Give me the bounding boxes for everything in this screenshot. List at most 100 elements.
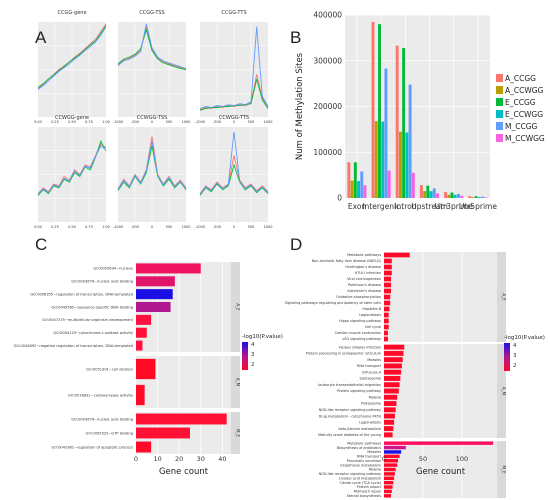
- bar: [384, 401, 397, 406]
- bar: [136, 276, 175, 287]
- facet-strip-label: A_M: [236, 378, 241, 387]
- bar: [384, 264, 392, 270]
- term-label: GO:0003676~nucleic acid binding: [71, 280, 133, 284]
- x-tick-label: 1000: [182, 120, 191, 124]
- bar: [398, 131, 402, 198]
- x-tick-label: -1000: [195, 225, 205, 229]
- series-line: [199, 131, 269, 195]
- term-label: Malaria: [369, 395, 381, 399]
- term-label: RNA transport: [357, 455, 382, 459]
- bar: [384, 376, 401, 381]
- term-label: Huntington's disease: [345, 265, 381, 269]
- facet: A_E GO:0005634~nucleus GO:0003676~nucleic …: [14, 262, 241, 352]
- term-label: Influenza A: [362, 370, 382, 374]
- bar: [384, 413, 395, 419]
- bar: [136, 301, 171, 313]
- x-tick-label: 0: [233, 225, 235, 229]
- facet-strip: [231, 412, 240, 454]
- bar: [384, 68, 388, 198]
- bar: [384, 394, 398, 400]
- bar: [468, 196, 472, 198]
- term-label: Linoleic acid metabolism: [339, 476, 382, 480]
- x-tick-label: Intron: [394, 202, 416, 211]
- series-line: [37, 25, 107, 88]
- bar: [450, 192, 454, 198]
- term-label: Metabolic pathways: [347, 441, 381, 445]
- bar: [384, 441, 494, 445]
- x-tick-label: 500: [166, 120, 173, 124]
- legend-swatch: [496, 122, 503, 130]
- term-label: Measles: [367, 358, 381, 362]
- subplot-title: CCGG-gene: [57, 10, 86, 16]
- term-label: Protein signaling pathway: [337, 389, 381, 393]
- bar: [357, 181, 361, 198]
- panel-label-b: B: [290, 28, 301, 47]
- term-label: RNA transport: [357, 364, 382, 368]
- term-label: Mismatch repair: [354, 490, 382, 494]
- bar: [384, 344, 405, 350]
- term-label: Legionellosis: [359, 313, 381, 317]
- legend-label: A_CCGG: [505, 74, 536, 83]
- bar: [384, 476, 395, 480]
- line-subplot: CCGG-TTS -1000 -500 0 500 1000: [195, 10, 273, 124]
- term-label: Non-alcoholic fatty liver disease (NAFLD…: [312, 259, 382, 263]
- bar: [384, 270, 392, 276]
- bar: [402, 47, 406, 198]
- series-line: [199, 26, 269, 109]
- x-tick-label: 0.25: [51, 225, 59, 229]
- bar: [436, 193, 439, 198]
- x-tick-label: Exon: [348, 202, 367, 211]
- term-label: NOD-like receptor signaling pathway: [319, 408, 381, 412]
- term-label: Metabolic pathways: [347, 253, 381, 257]
- bar: [384, 357, 403, 363]
- term-label: Pancreatic secretion: [347, 459, 381, 463]
- bar: [411, 172, 415, 198]
- subplot-title: CCWGG-gene: [55, 115, 89, 121]
- term-label: Steroid biosynthesis: [347, 494, 381, 498]
- facet-background: [384, 441, 497, 498]
- term-label: GO:0045892~negative regulation of transc…: [14, 344, 133, 348]
- bar: [432, 188, 436, 198]
- legend-label: M_CCGG: [505, 122, 538, 131]
- bar: [136, 314, 152, 325]
- term-label: Citrate cycle (TCA cycle): [340, 481, 382, 485]
- facet: M_E GO:0003676~nucleic acid binding GO:000…: [51, 412, 241, 454]
- x-tick-label: Upstream: [411, 202, 448, 211]
- facet-strip: [231, 262, 240, 352]
- bar: [381, 121, 385, 198]
- facet-strip-label: M_E: [236, 429, 241, 437]
- legend-tick-label: 2: [251, 362, 255, 368]
- term-label: Leukocyte transendothelial migration: [318, 383, 381, 387]
- legend-label: A_CCWGG: [505, 86, 544, 95]
- term-label: Proteasome: [361, 402, 381, 406]
- term-label: Viral carcinogenesis: [347, 277, 381, 281]
- bar: [360, 171, 364, 198]
- line-subplot: CCGG-TSS -1000 -500 0 500 1000: [113, 10, 191, 124]
- term-label: GO:0005525~GTP binding: [86, 431, 133, 435]
- bar: [136, 327, 147, 338]
- x-tick-label: -500: [131, 120, 139, 124]
- line-subplot: CCWGG-TTS -1000 -500 0 500 1000: [195, 115, 273, 229]
- x-tick-label: 0: [151, 225, 153, 229]
- x-tick-label: 0: [134, 455, 138, 463]
- x-tick-label: 0: [382, 455, 386, 463]
- x-tick-label: -1000: [113, 120, 123, 124]
- subplot-title: CCGG-TTS: [221, 10, 246, 16]
- term-label: Drug metabolism - cytochrome P450: [319, 414, 381, 418]
- bar: [456, 193, 460, 198]
- term-label: Cardiac muscle contraction: [335, 331, 381, 335]
- term-label: GO:0016831~carboxy-lyase activity: [68, 393, 134, 397]
- term-label: HTLV-I infection: [355, 271, 381, 275]
- bar: [384, 454, 400, 459]
- panel-label-d: D: [290, 235, 302, 254]
- term-label: Malaria: [369, 468, 381, 472]
- y-tick-label: 0: [337, 194, 342, 203]
- term-label: Measles: [367, 450, 381, 454]
- bar: [384, 489, 392, 494]
- legend-swatch: [496, 86, 503, 94]
- x-tick-label: 1000: [264, 225, 273, 229]
- x-tick-label: 1000: [264, 120, 273, 124]
- facet-strip-label: A_E: [502, 293, 507, 301]
- bar: [384, 282, 392, 288]
- term-label: GO:0005634~nucleus: [93, 267, 133, 271]
